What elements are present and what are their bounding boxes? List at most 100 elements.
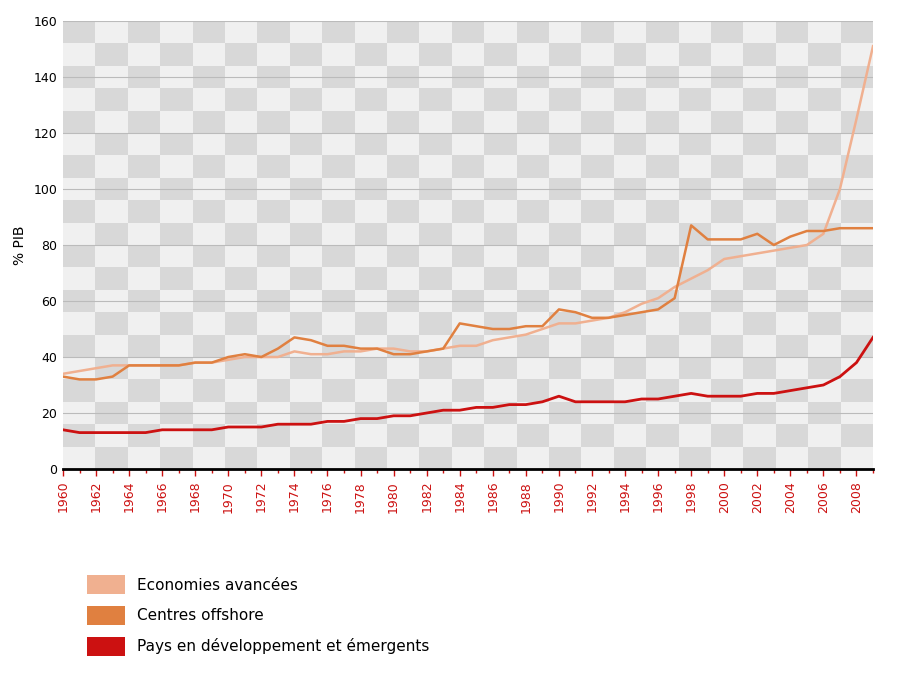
Bar — [257, 290, 290, 312]
Bar — [160, 155, 193, 178]
Bar — [257, 133, 290, 155]
Bar — [517, 21, 549, 43]
Bar — [128, 200, 160, 223]
Bar — [193, 43, 225, 66]
Bar — [743, 155, 776, 178]
Bar — [581, 402, 614, 424]
Bar — [646, 88, 679, 111]
Bar — [193, 312, 225, 335]
Bar — [419, 88, 452, 111]
Bar — [581, 88, 614, 111]
Bar — [160, 335, 193, 357]
Bar — [873, 88, 900, 111]
Bar — [808, 447, 841, 469]
Bar — [743, 357, 776, 379]
Bar — [841, 223, 873, 245]
Bar — [355, 155, 387, 178]
Bar — [63, 245, 95, 267]
Bar — [160, 402, 193, 424]
Bar — [225, 290, 257, 312]
Bar — [776, 200, 808, 223]
Bar — [387, 335, 419, 357]
Bar — [743, 88, 776, 111]
Bar — [160, 0, 193, 21]
Bar — [614, 200, 646, 223]
Bar — [128, 0, 160, 21]
Bar — [225, 43, 257, 66]
Bar — [355, 133, 387, 155]
Bar — [711, 335, 743, 357]
Bar — [484, 357, 517, 379]
Bar — [355, 0, 387, 21]
Bar — [193, 133, 225, 155]
Bar — [711, 0, 743, 21]
Bar — [128, 133, 160, 155]
Bar — [322, 66, 355, 88]
Bar — [484, 290, 517, 312]
Bar — [776, 290, 808, 312]
Bar — [257, 402, 290, 424]
Bar — [808, 223, 841, 245]
Bar — [322, 290, 355, 312]
Bar — [63, 312, 95, 335]
Bar — [679, 245, 711, 267]
Bar — [873, 21, 900, 43]
Bar — [581, 155, 614, 178]
Bar — [581, 21, 614, 43]
Bar — [484, 335, 517, 357]
Bar — [873, 66, 900, 88]
Bar — [193, 424, 225, 447]
Bar — [776, 88, 808, 111]
Bar — [387, 357, 419, 379]
Bar — [419, 424, 452, 447]
Bar — [63, 178, 95, 200]
Bar — [452, 200, 484, 223]
Bar — [517, 335, 549, 357]
Bar — [517, 66, 549, 88]
Bar — [581, 379, 614, 402]
Bar — [452, 447, 484, 469]
Bar — [355, 43, 387, 66]
Bar — [711, 312, 743, 335]
Bar — [711, 290, 743, 312]
Bar — [646, 111, 679, 133]
Bar — [290, 0, 322, 21]
Bar — [646, 133, 679, 155]
Bar — [873, 200, 900, 223]
Bar — [95, 379, 128, 402]
Bar — [743, 0, 776, 21]
Bar — [808, 133, 841, 155]
Bar — [160, 223, 193, 245]
Bar — [63, 447, 95, 469]
Bar — [95, 178, 128, 200]
Bar — [517, 43, 549, 66]
Bar — [290, 379, 322, 402]
Bar — [257, 335, 290, 357]
Bar — [419, 111, 452, 133]
Bar — [873, 133, 900, 155]
Bar — [808, 111, 841, 133]
Bar — [193, 21, 225, 43]
Bar — [257, 88, 290, 111]
Bar — [95, 66, 128, 88]
Bar — [95, 0, 128, 21]
Bar — [355, 335, 387, 357]
Bar — [743, 402, 776, 424]
Bar — [322, 21, 355, 43]
Bar — [193, 88, 225, 111]
Bar — [549, 290, 581, 312]
Bar — [517, 200, 549, 223]
Bar — [95, 43, 128, 66]
Bar — [290, 88, 322, 111]
Bar — [614, 66, 646, 88]
Bar — [646, 447, 679, 469]
Bar — [808, 424, 841, 447]
Bar — [646, 21, 679, 43]
Bar — [517, 357, 549, 379]
Bar — [63, 424, 95, 447]
Bar — [322, 245, 355, 267]
Bar — [776, 133, 808, 155]
Bar — [873, 447, 900, 469]
Bar — [743, 223, 776, 245]
Bar — [484, 133, 517, 155]
